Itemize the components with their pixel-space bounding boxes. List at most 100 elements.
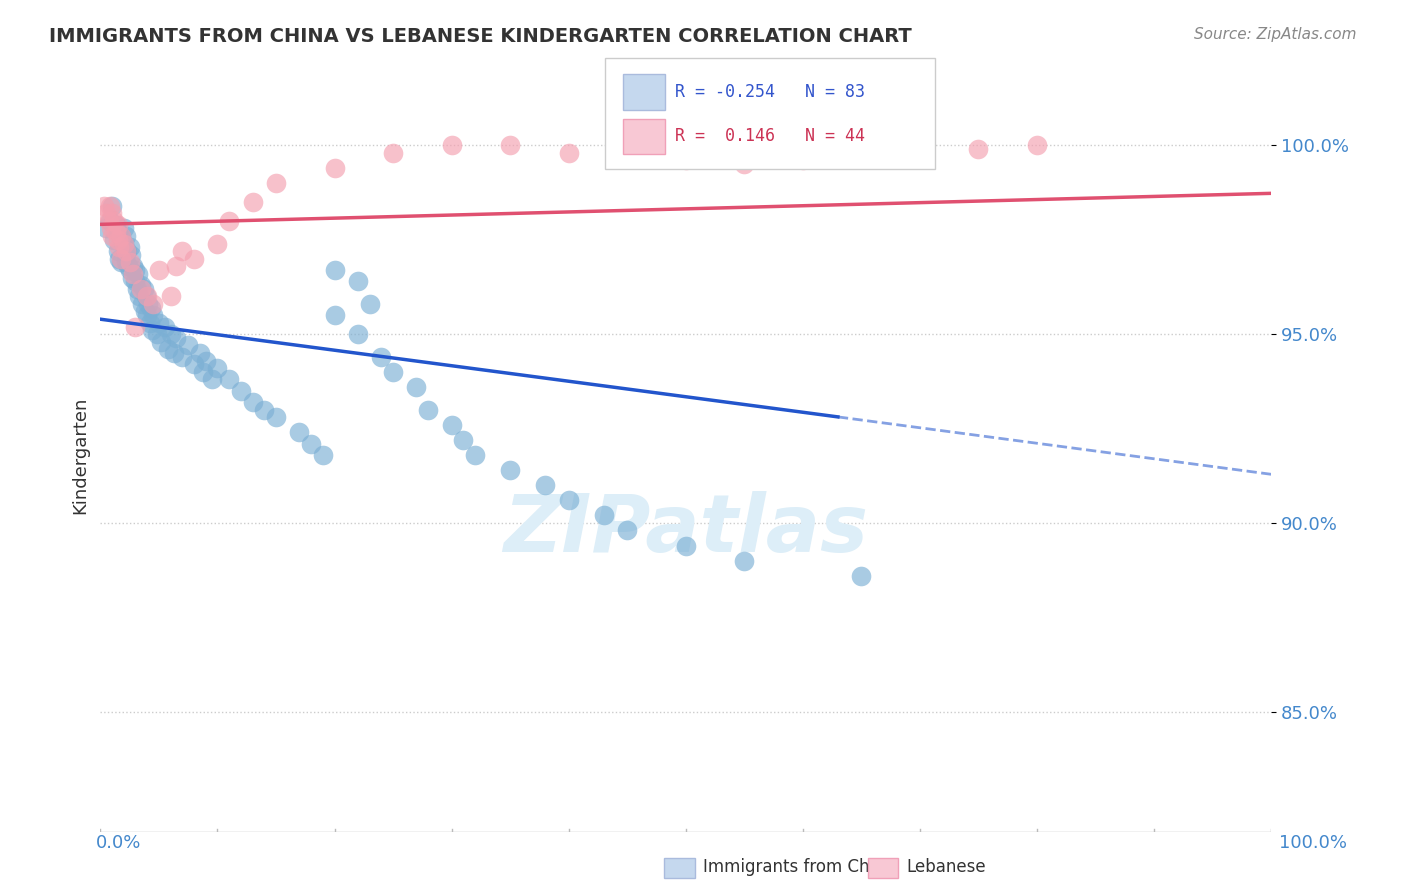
- Point: [440, 417, 463, 432]
- Point: [193, 365, 215, 379]
- Point: [264, 176, 287, 190]
- Text: IMMIGRANTS FROM CHINA VS LEBANESE KINDERGARTEN CORRELATION CHART: IMMIGRANTS FROM CHINA VS LEBANESE KINDER…: [49, 27, 912, 45]
- Point: [592, 508, 614, 523]
- Point: [464, 448, 486, 462]
- Point: [177, 338, 200, 352]
- Point: [110, 255, 132, 269]
- Point: [299, 436, 322, 450]
- Point: [382, 145, 405, 160]
- Point: [163, 346, 186, 360]
- Point: [675, 539, 697, 553]
- Point: [115, 255, 138, 269]
- Point: [134, 304, 156, 318]
- Point: [110, 229, 132, 244]
- Point: [136, 308, 159, 322]
- Point: [124, 263, 146, 277]
- Point: [359, 297, 381, 311]
- Point: [675, 153, 697, 168]
- Point: [120, 248, 142, 262]
- Point: [115, 229, 138, 244]
- Point: [264, 410, 287, 425]
- Point: [1026, 138, 1049, 153]
- Point: [108, 240, 131, 254]
- Point: [312, 448, 335, 462]
- Point: [132, 282, 155, 296]
- Point: [733, 553, 755, 567]
- Point: [121, 270, 143, 285]
- Point: [96, 221, 118, 235]
- Point: [131, 278, 153, 293]
- Point: [101, 229, 124, 244]
- Text: Immigrants from China: Immigrants from China: [703, 858, 894, 876]
- Point: [323, 308, 346, 322]
- Text: 100.0%: 100.0%: [1279, 834, 1347, 852]
- Point: [136, 289, 159, 303]
- Text: R =  0.146   N = 44: R = 0.146 N = 44: [675, 128, 865, 145]
- Point: [347, 274, 370, 288]
- Point: [108, 252, 131, 266]
- Text: R = -0.254   N = 83: R = -0.254 N = 83: [675, 83, 865, 101]
- Point: [194, 353, 217, 368]
- Point: [323, 161, 346, 175]
- Point: [159, 327, 181, 342]
- Point: [200, 372, 222, 386]
- Point: [218, 214, 240, 228]
- Point: [323, 263, 346, 277]
- Point: [110, 229, 132, 244]
- Point: [107, 225, 129, 239]
- Point: [124, 274, 146, 288]
- Point: [453, 433, 475, 447]
- Point: [253, 402, 276, 417]
- Point: [141, 323, 163, 337]
- Point: [148, 316, 170, 330]
- Point: [557, 145, 579, 160]
- Point: [118, 263, 141, 277]
- Point: [207, 236, 229, 251]
- Point: [165, 259, 187, 273]
- Point: [131, 297, 153, 311]
- Point: [499, 463, 522, 477]
- Point: [418, 402, 440, 417]
- Point: [118, 240, 141, 254]
- Point: [967, 142, 990, 156]
- Point: [157, 343, 180, 357]
- Point: [851, 568, 873, 582]
- Point: [112, 236, 135, 251]
- Point: [534, 478, 557, 492]
- Point: [183, 357, 205, 371]
- Point: [98, 199, 121, 213]
- Point: [207, 361, 229, 376]
- Point: [100, 221, 122, 235]
- Point: [112, 236, 135, 251]
- Point: [150, 334, 173, 349]
- Point: [118, 255, 141, 269]
- Point: [733, 157, 755, 171]
- Point: [153, 319, 176, 334]
- Point: [138, 297, 160, 311]
- Point: [499, 138, 522, 153]
- Point: [145, 327, 167, 342]
- Point: [107, 244, 129, 258]
- Point: [172, 350, 194, 364]
- Point: [110, 252, 132, 266]
- Y-axis label: Kindergarten: Kindergarten: [72, 396, 89, 514]
- Point: [127, 267, 149, 281]
- Point: [96, 206, 118, 220]
- Point: [172, 244, 194, 258]
- Point: [128, 289, 150, 303]
- Point: [97, 214, 120, 228]
- Point: [440, 138, 463, 153]
- Point: [188, 346, 211, 360]
- Point: [122, 267, 145, 281]
- Point: [117, 259, 139, 273]
- Point: [138, 316, 160, 330]
- Point: [103, 214, 125, 228]
- Point: [851, 150, 873, 164]
- Point: [107, 233, 129, 247]
- Point: [382, 365, 405, 379]
- Point: [288, 425, 311, 440]
- Point: [370, 350, 392, 364]
- Point: [142, 297, 165, 311]
- Point: [165, 331, 187, 345]
- Point: [347, 327, 370, 342]
